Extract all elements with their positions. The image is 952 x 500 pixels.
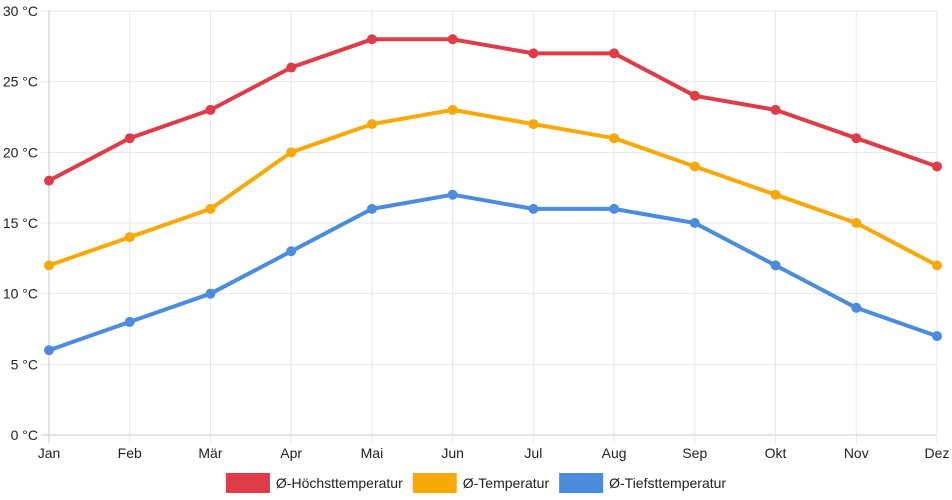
data-point-o-temperatur-aug[interactable] [609,133,620,144]
x-tick-label-sep: Sep [682,445,707,461]
data-point-o-hoechsttemperatur-mai[interactable] [366,34,377,45]
data-point-o-tiefsttemperatur-feb[interactable] [124,316,135,327]
data-point-o-hoechsttemperatur-jul[interactable] [528,48,539,59]
series-line-o-hoechsttemperatur [47,37,939,183]
data-point-o-temperatur-okt[interactable] [770,189,781,200]
y-tick-label: 0 °C [11,427,38,443]
legend-swatch [225,473,270,493]
data-point-o-tiefsttemperatur-okt[interactable] [770,260,781,271]
data-point-o-temperatur-feb[interactable] [124,232,135,243]
data-point-o-temperatur-jan[interactable] [44,260,54,271]
y-tick-label: 20 °C [3,144,38,160]
data-point-o-hoechsttemperatur-nov[interactable] [851,133,862,144]
legend-item-o-tiefsttemperatur[interactable]: Ø-Tiefsttemperatur [559,473,726,493]
series-o-temperatur [44,104,942,271]
data-point-o-tiefsttemperatur-nov[interactable] [851,302,862,313]
data-point-o-hoechsttemperatur-jun[interactable] [447,34,458,45]
series-o-hoechsttemperatur [44,34,942,186]
data-point-o-temperatur-maer[interactable] [205,203,216,214]
data-point-o-tiefsttemperatur-sep[interactable] [689,218,700,228]
data-point-o-temperatur-mai[interactable] [366,119,377,130]
data-point-o-temperatur-sep[interactable] [689,161,700,172]
x-tick-label-jan: Jan [38,445,61,461]
data-point-o-temperatur-jun[interactable] [447,104,458,115]
y-tick-label: 25 °C [3,74,38,90]
data-point-o-hoechsttemperatur-sep[interactable] [689,90,700,101]
data-point-o-tiefsttemperatur-jan[interactable] [44,345,54,356]
y-tick-label: 15 °C [3,215,38,231]
x-tick-label-aug: Aug [602,445,627,461]
data-point-o-tiefsttemperatur-mai[interactable] [366,203,377,214]
data-point-o-hoechsttemperatur-okt[interactable] [770,104,781,115]
data-point-o-temperatur-nov[interactable] [851,218,862,228]
data-point-o-temperatur-dez[interactable] [932,260,942,271]
x-tick-label-apr: Apr [280,445,302,461]
x-tick-label-jun: Jun [441,445,464,461]
data-point-o-hoechsttemperatur-dez[interactable] [932,161,942,172]
x-tick-label-jul: Jul [524,445,542,461]
legend-label: Ø-Tiefsttemperatur [609,475,726,491]
legend-swatch [559,473,604,493]
series-line-o-temperatur [47,107,939,268]
data-point-o-hoechsttemperatur-feb[interactable] [124,133,135,144]
series [44,34,942,356]
data-point-o-hoechsttemperatur-apr[interactable] [286,62,297,73]
data-point-o-tiefsttemperatur-dez[interactable] [932,331,942,342]
y-tick-label: 5 °C [11,356,38,372]
legend[interactable]: Ø-Höchsttemperatur Ø-Temperatur Ø-Tiefstte… [225,473,726,493]
x-tick-label-okt: Okt [765,445,787,461]
data-point-o-tiefsttemperatur-apr[interactable] [286,246,297,257]
legend-swatch [412,473,457,493]
data-point-o-hoechsttemperatur-maer[interactable] [205,104,216,115]
data-point-o-tiefsttemperatur-aug[interactable] [609,203,620,214]
legend-label: Ø-Temperatur [463,475,550,491]
grid [41,10,938,443]
data-point-o-tiefsttemperatur-jul[interactable] [528,203,539,214]
axes: 0 °C 5 °C 10 °C 15 °C 20 °C 25 °C 30 °C Jan Feb M… [3,3,950,461]
data-point-o-hoechsttemperatur-jan[interactable] [44,175,54,186]
x-tick-label-feb: Feb [118,445,142,461]
series-line-o-tiefsttemperatur [47,192,939,353]
series-o-tiefsttemperatur [44,189,942,356]
legend-item-o-hoechsttemperatur[interactable]: Ø-Höchsttemperatur [225,473,403,493]
legend-label: Ø-Höchsttemperatur [276,475,403,491]
y-tick-label: 10 °C [3,286,38,302]
x-tick-label-nov: Nov [844,445,869,461]
y-tick-label: 30 °C [3,3,38,19]
x-tick-label-mai: Mai [361,445,384,461]
x-tick-label-dez: Dez [925,445,950,461]
data-point-o-temperatur-apr[interactable] [286,147,297,158]
x-tick-label-maer: Mär [198,445,222,461]
data-point-o-tiefsttemperatur-jun[interactable] [447,189,458,200]
data-point-o-temperatur-jul[interactable] [528,119,539,130]
data-point-o-hoechsttemperatur-aug[interactable] [609,48,620,59]
data-point-o-tiefsttemperatur-maer[interactable] [205,288,216,299]
legend-item-o-temperatur[interactable]: Ø-Temperatur [412,473,550,493]
